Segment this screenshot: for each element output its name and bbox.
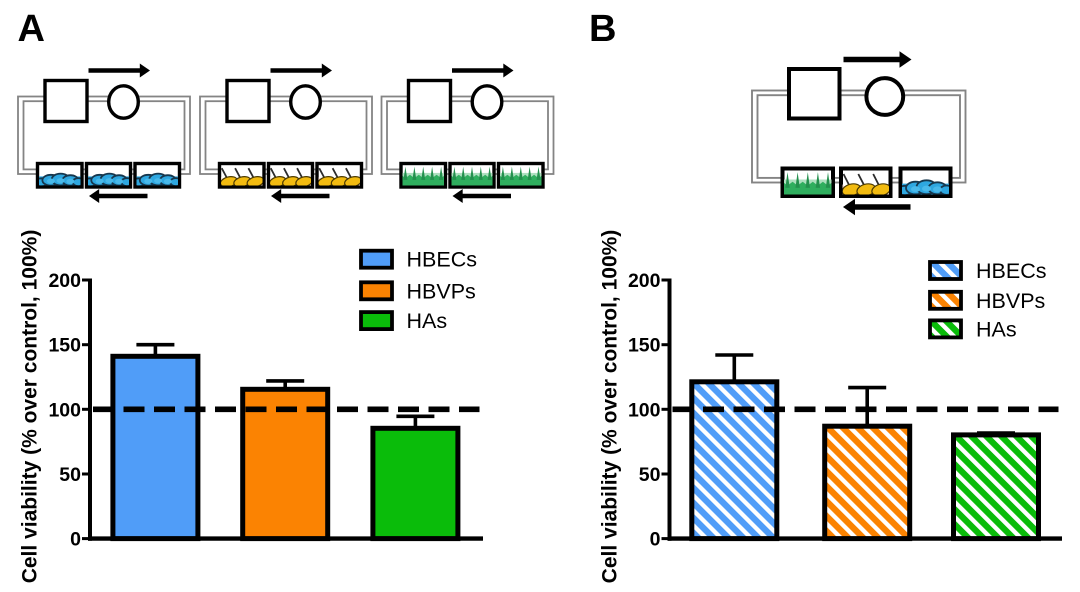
svg-text:Cell viability (% over control: Cell viability (% over control, 100%) bbox=[599, 230, 622, 584]
svg-text:HAs: HAs bbox=[407, 309, 448, 333]
svg-text:150: 150 bbox=[48, 335, 81, 357]
svg-text:B: B bbox=[589, 8, 616, 50]
svg-text:HBECs: HBECs bbox=[407, 248, 477, 272]
svg-text:100: 100 bbox=[628, 399, 661, 421]
svg-text:150: 150 bbox=[628, 335, 661, 357]
svg-text:50: 50 bbox=[639, 464, 661, 486]
svg-text:HBECs: HBECs bbox=[976, 259, 1046, 283]
svg-text:HBVPs: HBVPs bbox=[976, 289, 1045, 313]
svg-text:A: A bbox=[18, 8, 45, 50]
svg-text:HBVPs: HBVPs bbox=[407, 279, 476, 303]
svg-text:0: 0 bbox=[70, 529, 81, 551]
svg-text:HAs: HAs bbox=[976, 317, 1017, 341]
svg-text:100: 100 bbox=[48, 399, 81, 421]
svg-text:200: 200 bbox=[48, 270, 81, 292]
svg-text:50: 50 bbox=[59, 464, 81, 486]
svg-text:0: 0 bbox=[650, 529, 661, 551]
svg-text:200: 200 bbox=[628, 270, 661, 292]
svg-text:Cell viability (% over control: Cell viability (% over control, 100%) bbox=[19, 230, 42, 584]
